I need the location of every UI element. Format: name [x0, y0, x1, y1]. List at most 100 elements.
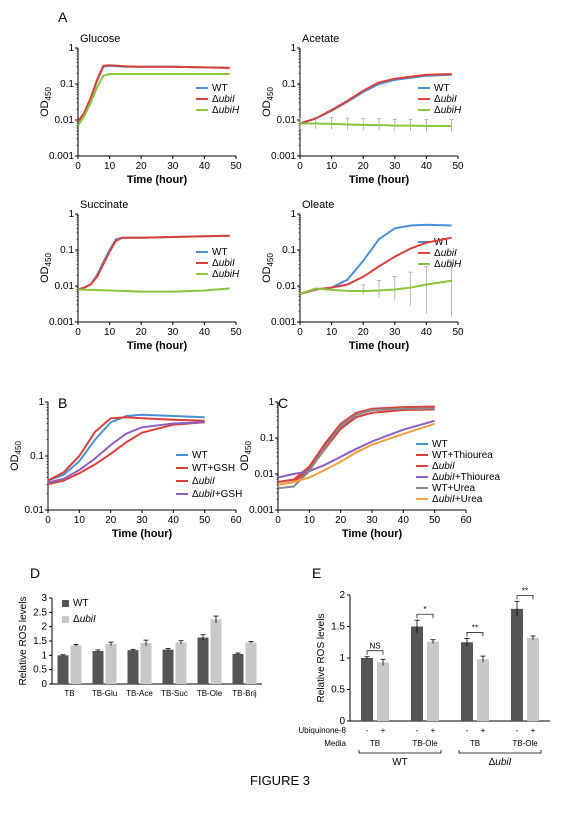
y-tick-label: 0.001 — [49, 151, 74, 162]
figure-caption: FIGURE 3 — [250, 773, 310, 788]
x-tick-label: 60 — [230, 515, 242, 526]
bar — [232, 653, 244, 684]
ubiquinone-sign: + — [531, 726, 536, 735]
legend-swatch — [62, 616, 69, 623]
bar — [477, 659, 489, 721]
legend-label: WT — [212, 247, 228, 258]
legend-label: WT — [73, 598, 89, 609]
series-line-ubih — [299, 279, 452, 295]
y-axis-label: OD450 — [261, 87, 275, 117]
bar — [105, 643, 117, 684]
bar — [511, 608, 523, 721]
x-tick-label: 40 — [199, 327, 211, 338]
x-tick-label: 50 — [429, 515, 441, 526]
y-tick-label: 0.5 — [331, 685, 345, 696]
x-tick-label: 40 — [421, 161, 433, 172]
media-label: TB-Ole — [512, 739, 538, 748]
y-tick-label: 1 — [68, 209, 74, 220]
x-tick-label: 50 — [452, 161, 464, 172]
y-tick-label: 0.01 — [55, 115, 75, 126]
legend-label: WT+GSH — [192, 463, 235, 474]
x-tick-label: 10 — [104, 161, 116, 172]
bar — [70, 645, 82, 684]
bar — [461, 642, 473, 721]
series-line-wt — [277, 406, 435, 483]
series-line-ubih — [77, 73, 230, 127]
y-tick-label: 0.5 — [33, 665, 47, 676]
y-tick-label: 0 — [41, 679, 47, 690]
row-label-ubiquinone: Ubiquinone-8 — [298, 726, 346, 735]
bar — [411, 626, 423, 721]
y-tick-label: 2 — [41, 622, 47, 633]
bar — [245, 642, 257, 684]
y-tick-label: 0.01 — [277, 281, 297, 292]
significance-label: ** — [522, 586, 528, 595]
bar — [127, 650, 139, 684]
x-tick-label: 30 — [389, 161, 401, 172]
x-tick-label: 20 — [136, 327, 148, 338]
x-tick-label: 30 — [136, 515, 148, 526]
ubiquinone-sign: - — [466, 726, 469, 735]
legend-label: ΔubiH — [212, 269, 240, 280]
significance-bracket — [516, 594, 534, 600]
x-tick-label: 40 — [168, 515, 180, 526]
x-axis-label: Time (hour) — [112, 528, 173, 540]
legend-label: ΔubiI — [212, 94, 235, 105]
bar — [377, 662, 389, 721]
group-bracket — [458, 750, 542, 754]
bar — [162, 649, 174, 684]
y-axis-label: OD450 — [39, 87, 53, 117]
x-tick-label: 0 — [275, 515, 281, 526]
series-line-ubii — [77, 234, 230, 291]
significance-bracket — [366, 650, 384, 655]
x-tick-label: 50 — [452, 327, 464, 338]
x-tick-label: 60 — [460, 515, 472, 526]
significance-bracket — [466, 632, 484, 637]
series-line-ubii — [77, 64, 230, 123]
ubiquinone-sign: - — [416, 726, 419, 735]
x-tick-label: 40 — [398, 515, 410, 526]
series-line-ubii — [277, 408, 435, 486]
legend-label: ΔubiI — [212, 258, 235, 269]
y-tick-label: 0.1 — [30, 451, 44, 462]
y-tick-label: 1 — [268, 397, 274, 408]
series-line-ubih — [300, 122, 452, 127]
y-axis-label: OD450 — [261, 253, 275, 283]
x-tick-label: 50 — [199, 515, 211, 526]
media-label: TB-Ole — [412, 739, 438, 748]
panel-label-e: E — [312, 565, 321, 581]
y-tick-label: 1 — [290, 43, 296, 54]
y-tick-label: 1 — [38, 397, 44, 408]
legend-label: WT — [192, 450, 208, 461]
x-tick-label: 0 — [297, 161, 303, 172]
ubiquinone-sign: + — [431, 726, 436, 735]
bar — [140, 643, 152, 684]
bar-chart-6: 0 0.5 1 1.5 2 2.5 3 Relative ROS levels TB TB-Glu… — [18, 593, 262, 698]
bar — [92, 651, 104, 684]
legend-label: ΔubiI — [432, 461, 455, 472]
y-tick-label: 0.1 — [282, 79, 296, 90]
bar — [175, 642, 187, 684]
significance-label: ** — [472, 623, 478, 632]
y-tick-label: 0.001 — [249, 505, 274, 516]
x-tick-label: 30 — [389, 327, 401, 338]
x-tick-label: 0 — [297, 327, 303, 338]
bar — [197, 637, 209, 684]
x-tick-label: 30 — [167, 161, 179, 172]
x-axis-label: Time (hour) — [349, 174, 410, 186]
x-tick-label: 10 — [326, 161, 338, 172]
bar-chart-7: 0 0.5 1 1.5 2 Relative ROS levels Ubiquinone-8… — [298, 586, 550, 768]
group-label: WT — [392, 757, 408, 768]
x-category-label: TB-Glu — [92, 689, 117, 698]
x-tick-label: 20 — [358, 161, 370, 172]
row-label-media: Media — [324, 739, 346, 748]
x-axis-label: Time (hour) — [349, 340, 410, 352]
x-tick-label: 20 — [335, 515, 347, 526]
y-tick-label: 0 — [339, 716, 345, 727]
x-tick-label: 20 — [136, 161, 148, 172]
ubiquinone-sign: + — [481, 726, 486, 735]
legend-label: ΔubiI — [434, 248, 457, 259]
